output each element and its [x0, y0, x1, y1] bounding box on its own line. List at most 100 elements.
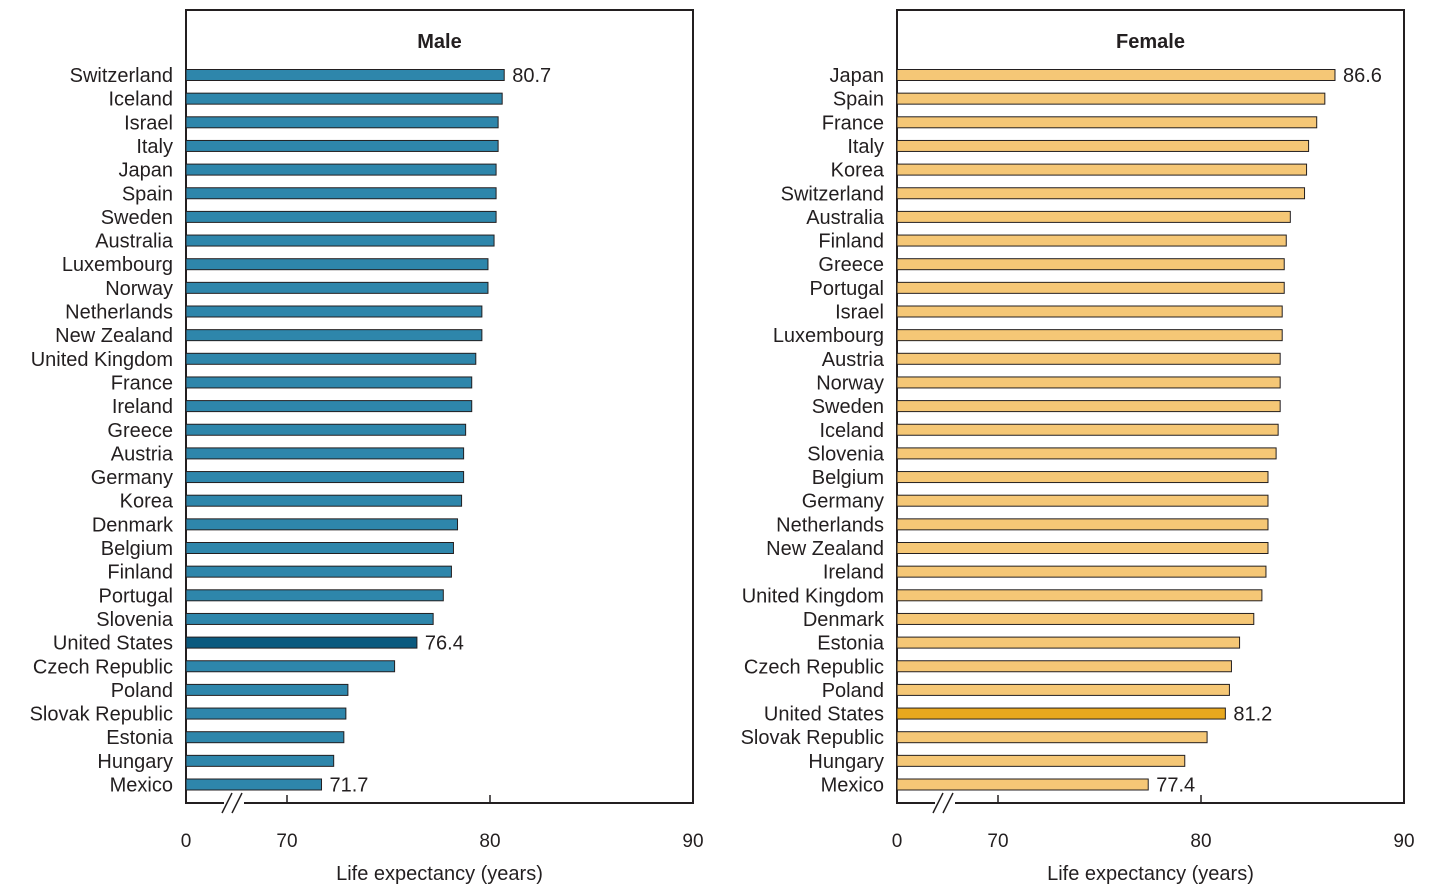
male-x-tick-label: 0 — [181, 831, 192, 852]
female-bar-finland — [896, 234, 1287, 247]
female-category-label: Luxembourg — [773, 325, 884, 347]
male-bar-israel — [185, 116, 499, 129]
male-bar-hungary — [185, 754, 335, 767]
female-x-tick-label: 70 — [987, 831, 1008, 852]
female-category-label: Finland — [818, 231, 884, 253]
male-x-tick-label: 70 — [276, 831, 297, 852]
male-category-label: Iceland — [109, 89, 174, 111]
female-bar-new-zealand — [896, 542, 1269, 554]
female-bar-australia — [896, 210, 1291, 223]
female-category-label: Belgium — [812, 467, 884, 489]
female-category-label: Italy — [847, 136, 884, 158]
male-category-label: Slovenia — [96, 609, 174, 631]
female-bar-switzerland — [896, 187, 1306, 200]
female-data-label: 81.2 — [1233, 704, 1272, 726]
male-category-label: Belgium — [101, 538, 173, 560]
male-category-label: Czech Republic — [33, 656, 173, 678]
male-category-label: Japan — [119, 160, 174, 182]
female-category-label: Austria — [822, 349, 885, 371]
male-bar-iceland — [185, 92, 503, 105]
male-bar-finland — [185, 565, 452, 578]
male-category-label: Hungary — [97, 751, 173, 773]
male-bar-australia — [185, 234, 495, 247]
female-category-label: Netherlands — [776, 514, 884, 536]
female-bar-korea — [896, 163, 1308, 176]
male-category-label: Netherlands — [65, 302, 173, 324]
male-x-tick-label: 90 — [682, 831, 703, 852]
male-category-label: Finland — [107, 562, 173, 584]
female-category-label: Sweden — [812, 396, 884, 418]
female-data-label: 77.4 — [1156, 775, 1195, 797]
female-category-label: Greece — [818, 254, 884, 276]
male-category-label: Ireland — [112, 396, 173, 418]
female-bar-czech-republic — [896, 660, 1232, 673]
male-category-label: Spain — [122, 183, 173, 205]
male-bar-spain — [185, 187, 497, 200]
male-category-label: Norway — [105, 278, 173, 300]
male-chart-title: Male — [417, 31, 461, 53]
female-category-label: United States — [764, 704, 884, 726]
male-bar-france — [185, 376, 473, 389]
male-bar-norway — [185, 281, 489, 294]
female-chart: Female JapanSpainFranceItalyKoreaSwitzerl… — [741, 9, 1415, 885]
male-category-label: Italy — [136, 136, 173, 158]
female-data-label: 86.6 — [1343, 65, 1382, 87]
male-category-label: Mexico — [110, 775, 173, 797]
female-category-label: Czech Republic — [744, 656, 884, 678]
female-bar-greece — [896, 258, 1285, 271]
male-axis-break-gap — [224, 799, 244, 807]
female-category-label: Denmark — [803, 609, 885, 631]
male-category-label: United Kingdom — [31, 349, 173, 371]
male-category-label: Denmark — [92, 514, 174, 536]
male-category-label: Luxembourg — [62, 254, 173, 276]
male-category-label: France — [111, 372, 173, 394]
female-axis-break-slash — [932, 792, 944, 814]
female-bar-luxembourg — [896, 329, 1283, 342]
male-bar-netherlands — [185, 305, 483, 318]
female-category-label: Norway — [816, 372, 884, 394]
male-axis-break — [221, 792, 244, 814]
male-bar-switzerland — [185, 69, 505, 81]
male-bar-ireland — [185, 400, 473, 413]
female-axis-break-gap — [935, 799, 955, 807]
male-x-tick-label: 80 — [479, 831, 500, 852]
female-category-label: Slovak Republic — [741, 727, 884, 749]
male-category-label: United States — [53, 633, 173, 655]
male-axis-break-slash — [231, 792, 243, 814]
male-category-label: Australia — [95, 231, 174, 253]
female-axis-break-slash — [942, 792, 954, 814]
female-category-label: Estonia — [817, 633, 885, 655]
female-bar-japan — [896, 69, 1336, 81]
male-category-label: Israel — [124, 112, 173, 134]
female-bar-slovenia — [896, 447, 1277, 460]
male-bar-italy — [185, 139, 499, 152]
male-bar-czech-republic — [185, 660, 396, 673]
female-category-label: Slovenia — [807, 443, 885, 465]
male-bar-united-kingdom — [185, 352, 477, 365]
male-category-label: Estonia — [106, 727, 174, 749]
male-category-label: Greece — [107, 420, 173, 442]
male-bar-germany — [185, 471, 465, 484]
female-category-label: Portugal — [810, 278, 885, 300]
female-x-tick-label: 0 — [892, 831, 903, 852]
female-bar-austria — [896, 352, 1281, 365]
male-data-label: 71.7 — [330, 775, 369, 797]
male-bar-denmark — [185, 518, 459, 531]
male-bar-poland — [185, 683, 349, 696]
female-bar-iceland — [896, 423, 1279, 436]
female-bar-poland — [896, 683, 1230, 696]
female-bar-ireland — [896, 565, 1267, 578]
male-category-label: Slovak Republic — [30, 704, 173, 726]
male-bar-estonia — [185, 731, 345, 744]
male-category-label: Sweden — [101, 207, 173, 229]
male-bar-portugal — [185, 589, 444, 602]
female-category-label: Poland — [822, 680, 884, 702]
male-data-label: 80.7 — [512, 65, 551, 87]
female-bar-denmark — [896, 612, 1255, 625]
female-x-tick-label: 90 — [1393, 831, 1414, 852]
female-category-label: Korea — [831, 160, 885, 182]
male-chart: Male SwitzerlandIcelandIsraelItalyJapanSp… — [30, 9, 704, 885]
male-bar-mexico — [185, 778, 323, 791]
female-bar-united-states — [896, 707, 1226, 720]
